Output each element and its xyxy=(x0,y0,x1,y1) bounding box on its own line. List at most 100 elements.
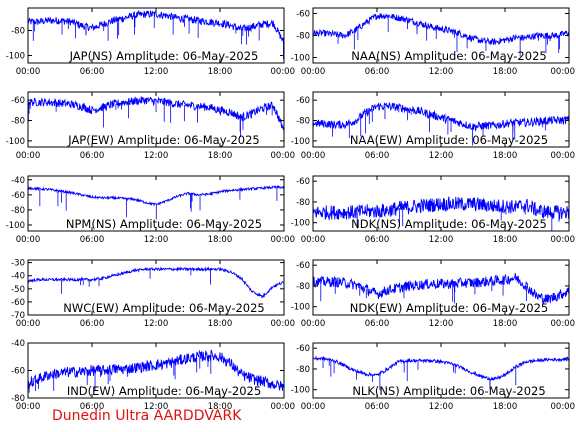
series-line-2-0 xyxy=(28,96,284,134)
y-tick-label-4-0: -40 xyxy=(11,176,25,186)
y-tick-label-0-1: -100 xyxy=(6,52,25,62)
x-tick-label-9-0: 00:00 xyxy=(301,402,326,412)
y-tick-label-2-0: -60 xyxy=(11,96,25,106)
y-tick-label-0-0: -80 xyxy=(11,27,25,37)
x-tick-label-3-2: 12:00 xyxy=(429,151,454,161)
x-tick-label-0-1: 06:00 xyxy=(80,67,105,77)
chart-title-2: JAP(EW) Amplitude: 06-May-2025 xyxy=(67,133,260,147)
x-tick-label-4-3: 18:00 xyxy=(208,235,233,245)
y-tick-label-7-1: -80 xyxy=(296,282,310,292)
x-tick-label-2-0: 00:00 xyxy=(16,151,41,161)
y-tick-label-8-2: -80 xyxy=(11,394,25,404)
x-tick-label-5-2: 12:00 xyxy=(429,235,454,245)
y-tick-label-2-1: -80 xyxy=(11,117,25,127)
x-tick-label-1-0: 00:00 xyxy=(301,67,326,77)
x-tick-label-8-3: 18:00 xyxy=(208,402,233,412)
series-line-4-0 xyxy=(28,185,284,207)
x-tick-label-0-0: 00:00 xyxy=(16,67,41,77)
x-tick-label-2-4: 00:00 xyxy=(271,151,296,161)
x-tick-label-6-1: 06:00 xyxy=(80,319,105,329)
chart-title-7: NDK(EW) Amplitude: 06-May-2025 xyxy=(350,301,549,315)
x-tick-label-8-2: 12:00 xyxy=(144,402,169,412)
x-tick-label-9-4: 00:00 xyxy=(551,402,576,412)
chart-title-9: NLK(NS) Amplitude: 06-May-2025 xyxy=(352,384,545,398)
x-tick-label-9-2: 12:00 xyxy=(429,402,454,412)
y-tick-label-7-0: -60 xyxy=(296,261,310,271)
x-tick-label-5-4: 00:00 xyxy=(551,235,576,245)
y-tick-label-6-4: -70 xyxy=(11,311,25,321)
chart-panel-1: -60 -80 -100 00:00 06:00 12:00 18:00 00:00 NAA(N… xyxy=(291,7,576,77)
y-tick-label-9-0: -60 xyxy=(296,344,310,354)
x-tick-label-8-1: 06:00 xyxy=(80,402,105,412)
y-tick-label-9-2: -100 xyxy=(291,386,310,396)
x-tick-label-2-2: 12:00 xyxy=(144,151,169,161)
y-tick-label-9-1: -80 xyxy=(296,365,310,375)
chart-panel-0: -80 -100 00:00 06:00 12:00 18:00 00:00 JAP(NS) … xyxy=(6,7,296,77)
x-tick-label-1-3: 18:00 xyxy=(493,67,518,77)
x-tick-label-5-1: 06:00 xyxy=(365,235,390,245)
chart-panel-2: -60 -80 -100 00:00 06:00 12:00 18:00 00:00 JAP(E… xyxy=(6,91,296,161)
y-tick-label-4-3: -100 xyxy=(6,221,25,231)
series-line-0-0 xyxy=(28,9,284,44)
y-tick-label-3-2: -100 xyxy=(291,137,310,147)
x-tick-label-5-3: 18:00 xyxy=(493,235,518,245)
x-tick-label-2-1: 06:00 xyxy=(80,151,105,161)
y-tick-label-4-2: -80 xyxy=(11,206,25,216)
x-tick-label-6-4: 00:00 xyxy=(271,319,296,329)
x-tick-label-1-4: 00:00 xyxy=(551,67,576,77)
chart-panel-9: -60 -80 -100 00:00 06:00 12:00 18:00 00:00 NLK(N… xyxy=(291,342,576,412)
x-tick-label-6-0: 00:00 xyxy=(16,319,41,329)
series-line-8-0 xyxy=(28,349,284,391)
series-line-9-0 xyxy=(313,355,569,382)
x-tick-label-4-4: 00:00 xyxy=(271,235,296,245)
chart-panel-5: -60 -80 -100 00:00 06:00 12:00 18:00 00:00 NDK(N… xyxy=(291,175,576,245)
x-tick-label-7-1: 06:00 xyxy=(365,319,390,329)
x-tick-label-4-0: 00:00 xyxy=(16,235,41,245)
series-line-1-0 xyxy=(313,13,569,46)
chart-title-4: NPM(NS) Amplitude: 06-May-2025 xyxy=(66,217,262,231)
chart-title-6: NWC(EW) Amplitude: 06-May-2025 xyxy=(63,301,265,315)
x-tick-label-9-1: 06:00 xyxy=(365,402,390,412)
x-tick-label-5-0: 00:00 xyxy=(301,235,326,245)
x-tick-label-7-0: 00:00 xyxy=(301,319,326,329)
x-tick-label-4-2: 12:00 xyxy=(144,235,169,245)
series-line-7-0 xyxy=(313,273,569,305)
x-tick-label-6-3: 18:00 xyxy=(208,319,233,329)
x-tick-label-1-2: 12:00 xyxy=(429,67,454,77)
chart-title-1: NAA(NS) Amplitude: 06-May-2025 xyxy=(351,49,546,63)
x-tick-label-6-2: 12:00 xyxy=(144,319,169,329)
y-tick-label-5-0: -60 xyxy=(296,177,310,187)
y-tick-label-6-2: -50 xyxy=(11,285,25,295)
chart-panel-4: -40 -60 -80 -100 00:00 06:00 12:00 18:00 00:00 NP… xyxy=(6,175,296,245)
x-tick-label-0-4: 00:00 xyxy=(271,67,296,77)
x-tick-label-8-0: 00:00 xyxy=(16,402,41,412)
x-tick-label-7-2: 12:00 xyxy=(429,319,454,329)
x-tick-label-3-4: 00:00 xyxy=(551,151,576,161)
x-tick-label-3-3: 18:00 xyxy=(493,151,518,161)
series-line-6-0 xyxy=(28,266,284,299)
y-tick-label-8-1: -60 xyxy=(11,367,25,377)
x-tick-label-4-1: 06:00 xyxy=(80,235,105,245)
x-tick-label-9-3: 18:00 xyxy=(493,402,518,412)
series-line-5-0 xyxy=(313,196,569,221)
chart-title-8: IND(EW) Amplitude: 06-May-2025 xyxy=(67,384,261,398)
y-tick-label-5-2: -100 xyxy=(291,219,310,229)
y-tick-label-5-1: -80 xyxy=(296,198,310,208)
y-tick-label-1-0: -60 xyxy=(296,10,310,20)
y-tick-label-1-2: -100 xyxy=(291,54,310,64)
x-tick-label-0-2: 12:00 xyxy=(144,67,169,77)
y-tick-label-7-2: -100 xyxy=(291,303,310,313)
y-tick-label-1-1: -80 xyxy=(296,32,310,42)
x-tick-label-2-3: 18:00 xyxy=(208,151,233,161)
x-tick-label-7-3: 18:00 xyxy=(493,319,518,329)
credit-label: Dunedin Ultra AARDDVARK xyxy=(52,408,242,424)
y-tick-label-3-1: -80 xyxy=(296,117,310,127)
chart-title-3: NAA(EW) Amplitude: 06-May-2025 xyxy=(350,133,548,147)
y-tick-label-6-1: -40 xyxy=(11,272,25,282)
x-tick-label-1-1: 06:00 xyxy=(365,67,390,77)
y-tick-label-2-2: -100 xyxy=(6,137,25,147)
